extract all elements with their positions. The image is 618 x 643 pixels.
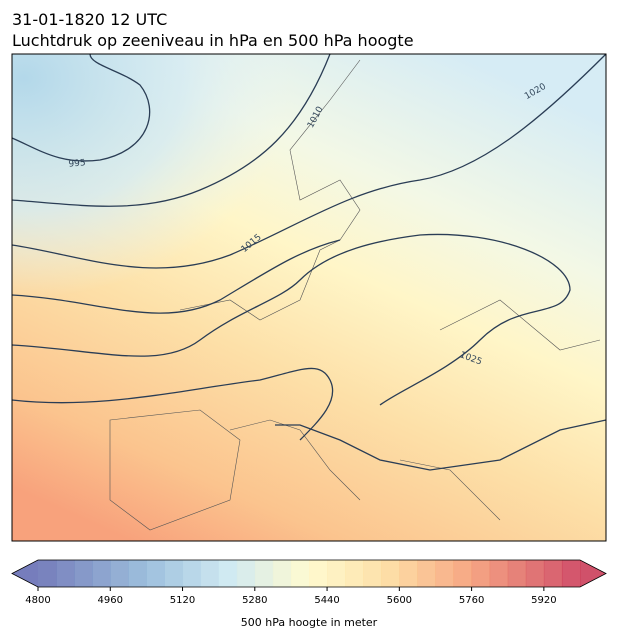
colorbar-segment xyxy=(399,560,418,587)
colorbar-outline xyxy=(11,559,607,588)
colorbar-tick-label: 5120 xyxy=(170,595,195,606)
colorbar-segment xyxy=(290,560,310,587)
colorbar-tick-label: 5920 xyxy=(531,595,556,606)
colorbar-tick-label: 5440 xyxy=(314,595,339,606)
colorbar: 4800 4960 5120 5280 5440 5600 5760 5920 xyxy=(11,559,607,606)
colorbar-segment xyxy=(236,560,256,587)
colorbar-segment xyxy=(471,560,491,587)
colorbar-segment xyxy=(92,560,111,587)
colorbar-segment xyxy=(128,560,147,587)
colorbar-tick-label: 4800 xyxy=(25,595,50,606)
colorbar-segment xyxy=(56,560,75,587)
colorbar-segment xyxy=(200,560,220,587)
coastline xyxy=(109,59,601,531)
colorbar-segment xyxy=(254,560,274,587)
colorbar-segment xyxy=(38,560,57,587)
colorbar-segment xyxy=(435,560,455,587)
colorbar-segment xyxy=(525,560,545,587)
colorbar-segment xyxy=(345,560,364,587)
map-field-low xyxy=(12,54,606,541)
colorbar-segment xyxy=(543,560,563,587)
colorbar-segment xyxy=(561,560,581,587)
contour-label: 995 xyxy=(68,158,86,169)
isobar xyxy=(11,233,571,406)
colorbar-tick-label: 5600 xyxy=(387,595,412,606)
colorbar-extend-low xyxy=(12,560,38,587)
colorbar-tick-label: 5760 xyxy=(459,595,484,606)
colorbar-segment xyxy=(327,560,346,587)
colorbar-extend-high xyxy=(580,560,606,587)
colorbar-segment xyxy=(453,560,473,587)
colorbar-segment xyxy=(110,560,129,587)
colorbar-segment xyxy=(417,560,436,587)
subtitle: Luchtdruk op zeeniveau in hPa en 500 hPa… xyxy=(12,31,414,50)
colorbar-segment xyxy=(182,560,202,587)
title: 31-01-1820 12 UTC xyxy=(12,10,167,29)
isobar xyxy=(11,239,341,314)
colorbar-segment xyxy=(507,560,527,587)
colorbar-segment xyxy=(363,560,382,587)
colorbar-segment xyxy=(381,560,400,587)
colorbar-segment xyxy=(309,560,328,587)
colorbar-tick-label: 5280 xyxy=(242,595,267,606)
map xyxy=(11,53,607,542)
colorbar-segment xyxy=(489,560,509,587)
colorbar-segment xyxy=(218,560,238,587)
colorbar-segment xyxy=(164,560,184,587)
map-frame xyxy=(11,53,607,542)
isobar xyxy=(11,53,607,269)
colorbar-segment xyxy=(272,560,292,587)
colorbar-label: 500 hPa hoogte in meter xyxy=(241,616,378,629)
colorbar-segment xyxy=(146,560,165,587)
isobar xyxy=(11,53,151,162)
colorbar-segment xyxy=(74,560,93,587)
isobar xyxy=(11,53,331,207)
colorbar-tick-label: 4960 xyxy=(98,595,123,606)
isobar xyxy=(11,367,607,471)
